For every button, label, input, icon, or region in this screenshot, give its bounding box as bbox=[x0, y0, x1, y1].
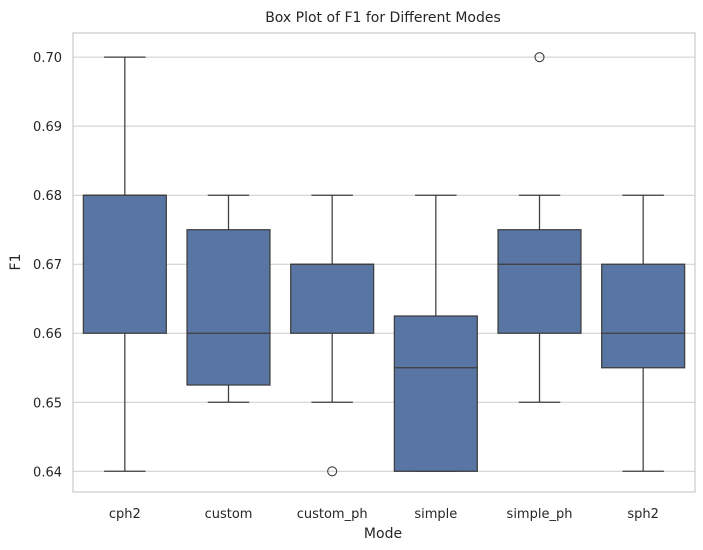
y-tick-label: 0.64 bbox=[33, 465, 62, 480]
x-tick-label: custom_ph bbox=[297, 507, 368, 522]
box-body bbox=[497, 229, 582, 334]
box-body bbox=[393, 315, 478, 472]
x-tick-label: simple_ph bbox=[507, 507, 573, 522]
grid-lines bbox=[73, 56, 695, 472]
box-cph2 bbox=[82, 56, 167, 472]
chart-title: Box Plot of F1 for Different Modes bbox=[265, 10, 501, 26]
box-custom_ph bbox=[290, 194, 375, 477]
y-tick-label: 0.68 bbox=[33, 189, 62, 204]
plot-frame bbox=[72, 32, 696, 493]
boxes bbox=[82, 52, 686, 477]
y-tick-label: 0.65 bbox=[33, 396, 62, 411]
y-axis-title: F1 bbox=[8, 254, 24, 271]
x-tick-label: custom bbox=[205, 507, 253, 522]
box-custom bbox=[186, 194, 271, 403]
box-sph2 bbox=[601, 194, 686, 472]
x-tick-label: sph2 bbox=[627, 507, 659, 522]
y-tick-label: 0.70 bbox=[33, 51, 62, 66]
y-tick-labels: 0.64 0.65 0.66 0.67 0.68 0.69 0.70 bbox=[33, 51, 62, 480]
box-simple bbox=[393, 194, 478, 472]
y-tick-label: 0.66 bbox=[33, 327, 62, 342]
x-tick-label: simple bbox=[414, 507, 457, 522]
box-body bbox=[186, 229, 271, 386]
x-axis-title: Mode bbox=[364, 526, 402, 542]
box-body bbox=[82, 194, 167, 334]
y-tick-label: 0.69 bbox=[33, 120, 62, 135]
outlier-point bbox=[327, 466, 338, 477]
box-body bbox=[290, 263, 375, 334]
box-body bbox=[601, 263, 686, 369]
x-tick-labels: cph2 custom custom_ph simple simple_ph sph2 bbox=[109, 507, 659, 522]
box-simple_ph bbox=[497, 52, 582, 403]
x-tick-label: cph2 bbox=[109, 507, 141, 522]
y-tick-label: 0.67 bbox=[33, 258, 62, 273]
outlier-point bbox=[534, 52, 545, 63]
